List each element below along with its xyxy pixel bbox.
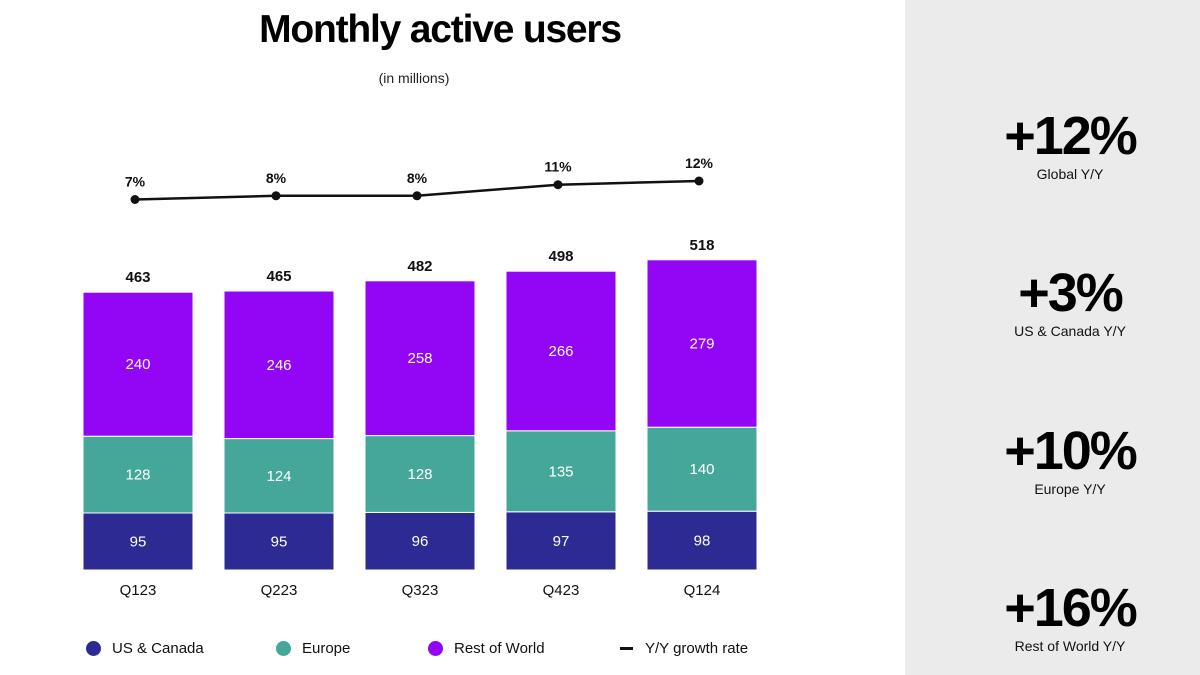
legend-swatch-us-canada bbox=[86, 641, 101, 656]
stat-rest-of-world: +16% Rest of World Y/Y bbox=[940, 580, 1200, 654]
total-label-q123: 463 bbox=[125, 269, 150, 286]
legend-label: US & Canada bbox=[112, 640, 204, 657]
growth-point-q323 bbox=[412, 191, 422, 201]
growth-label-q223: 8% bbox=[266, 170, 287, 186]
x-tick-label-q223: Q223 bbox=[261, 582, 298, 599]
value-label-rest-of-world-q423: 266 bbox=[548, 343, 573, 360]
growth-point-q124 bbox=[694, 176, 704, 186]
stat-value: +3% bbox=[1018, 263, 1124, 323]
stacked-bar-chart: 95 128 240 463 Q123 95 124 246 465 Q223 96 128 258 48… bbox=[82, 155, 758, 599]
bar-segment-europe-q123 bbox=[82, 435, 194, 514]
value-label-us-canada-q124: 98 bbox=[694, 533, 711, 550]
bar-segment-europe-q423 bbox=[505, 430, 617, 513]
stat-value: +16% bbox=[1004, 578, 1138, 638]
total-label-q423: 498 bbox=[548, 248, 573, 265]
value-label-us-canada-q423: 97 bbox=[553, 533, 570, 550]
legend-item-rest-of-world: Rest of World bbox=[428, 640, 545, 657]
legend-item-growth-rate: Y/Y growth rate bbox=[620, 640, 748, 657]
x-tick-label-q423: Q423 bbox=[543, 582, 580, 599]
value-label-europe-q323: 128 bbox=[407, 466, 432, 483]
growth-label-q123: 7% bbox=[125, 174, 146, 190]
bar-segment-us-canada-q423 bbox=[505, 511, 617, 571]
bar-segment-rest-of-world-q323 bbox=[364, 280, 476, 437]
growth-point-q423 bbox=[553, 180, 563, 190]
x-tick-label-q124: Q124 bbox=[684, 582, 721, 599]
growth-label-q124: 12% bbox=[685, 155, 714, 171]
growth-point-q123 bbox=[130, 195, 140, 204]
value-label-europe-q123: 128 bbox=[125, 467, 150, 484]
value-label-us-canada-q323: 96 bbox=[412, 533, 429, 550]
legend-item-europe: Europe bbox=[276, 640, 350, 657]
growth-label-q423: 11% bbox=[544, 159, 572, 175]
legend-swatch-europe bbox=[276, 641, 291, 656]
stat-label: US & Canada Y/Y bbox=[1014, 323, 1126, 339]
bar-segment-us-canada-q124 bbox=[646, 510, 758, 571]
total-label-q323: 482 bbox=[407, 258, 432, 275]
value-label-rest-of-world-q123: 240 bbox=[125, 356, 150, 373]
stat-europe: +10% Europe Y/Y bbox=[940, 423, 1200, 497]
stat-label: Global Y/Y bbox=[1036, 166, 1104, 182]
legend-label: Rest of World bbox=[454, 640, 545, 657]
value-label-us-canada-q223: 95 bbox=[271, 534, 288, 551]
legend-label: Y/Y growth rate bbox=[645, 640, 749, 657]
bar-segment-us-canada-q223 bbox=[223, 512, 335, 571]
stat-value: +12% bbox=[1004, 106, 1138, 166]
legend-item-us-canada: US & Canada bbox=[86, 640, 204, 657]
bar-segment-rest-of-world-q124 bbox=[646, 259, 758, 428]
bar-segment-rest-of-world-q223 bbox=[223, 290, 335, 440]
value-label-europe-q423: 135 bbox=[548, 463, 573, 480]
stat-us-canada: +3% US & Canada Y/Y bbox=[940, 265, 1200, 339]
legend-label: Europe bbox=[302, 640, 351, 657]
bar-segment-rest-of-world-q423 bbox=[505, 270, 617, 432]
total-label-q223: 465 bbox=[266, 268, 291, 285]
stat-label: Rest of World Y/Y bbox=[1014, 638, 1126, 654]
legend-swatch-rest-of-world bbox=[428, 641, 443, 656]
value-label-rest-of-world-q124: 279 bbox=[689, 336, 714, 353]
bar-segment-us-canada-q323 bbox=[364, 511, 476, 571]
total-label-q124: 518 bbox=[689, 237, 714, 254]
value-label-rest-of-world-q223: 246 bbox=[266, 357, 291, 374]
growth-point-q223 bbox=[271, 191, 281, 201]
growth-label-q323: 8% bbox=[407, 170, 428, 186]
value-label-europe-q124: 140 bbox=[689, 461, 714, 478]
bar-segment-rest-of-world-q123 bbox=[82, 291, 194, 437]
stat-value: +10% bbox=[1004, 421, 1138, 481]
stat-label: Europe Y/Y bbox=[1034, 481, 1106, 497]
value-label-europe-q223: 124 bbox=[266, 468, 291, 485]
chart-title: Monthly active users bbox=[259, 8, 622, 51]
value-label-us-canada-q123: 95 bbox=[130, 534, 147, 551]
yoy-summary-panel: +12% Global Y/Y +3% US & Canada Y/Y +10%… bbox=[905, 0, 1200, 675]
value-label-rest-of-world-q323: 258 bbox=[407, 350, 432, 367]
bar-segment-europe-q124 bbox=[646, 426, 758, 512]
x-tick-label-q323: Q323 bbox=[402, 582, 439, 599]
chart-subtitle: (in millions) bbox=[378, 70, 450, 86]
bar-segment-europe-q223 bbox=[223, 438, 335, 514]
legend-swatch-growth-line bbox=[620, 647, 633, 650]
x-tick-label-q123: Q123 bbox=[120, 582, 157, 599]
bar-segment-us-canada-q123 bbox=[82, 512, 194, 571]
stat-global: +12% Global Y/Y bbox=[940, 108, 1200, 182]
